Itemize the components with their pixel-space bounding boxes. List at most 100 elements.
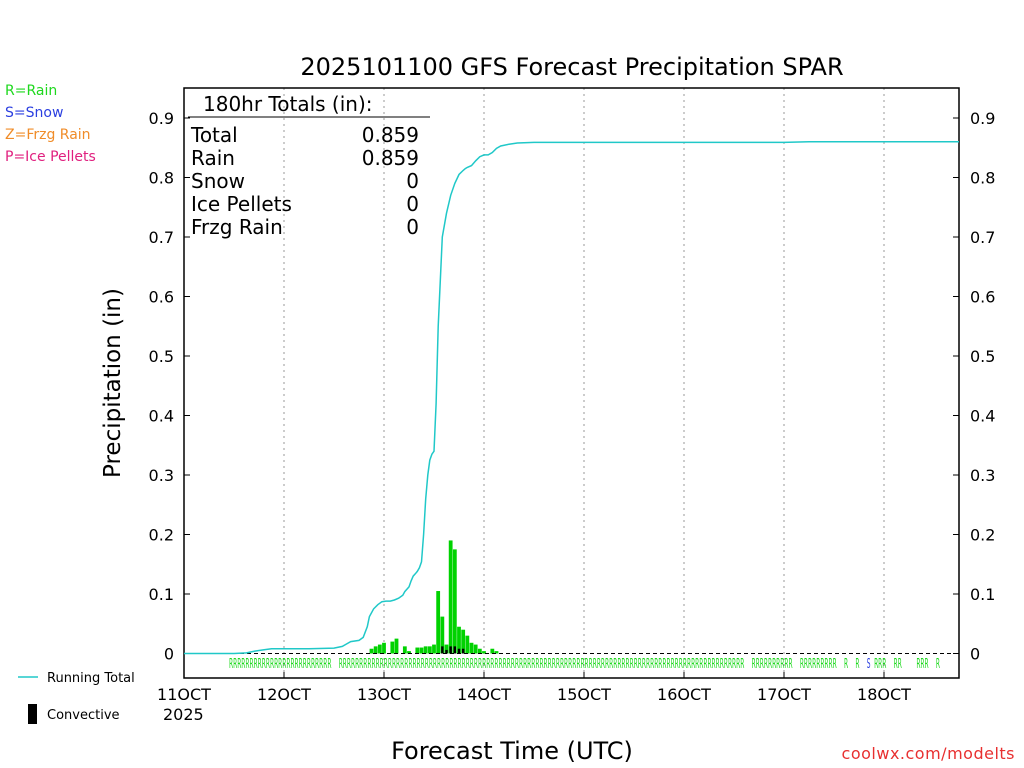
precip-bar — [465, 635, 470, 654]
totals-row-value: 0 — [406, 192, 419, 216]
x-axis-title: Forecast Time (UTC) — [391, 737, 633, 765]
convective-bar — [445, 649, 448, 654]
precip-bars — [369, 540, 499, 654]
vertical-gridlines — [283, 88, 885, 678]
precip-bar — [427, 646, 432, 654]
precip-type-segment: R — [844, 657, 848, 672]
totals-row-value: 0 — [406, 169, 419, 193]
y-tick-label-right: 0.9 — [970, 109, 995, 128]
totals-row-label: Snow — [191, 169, 245, 193]
chart-title: 2025101100 GFS Forecast Precipitation SP… — [300, 53, 843, 81]
x-axis: 11OCT 12OCT 13OCT 14OCT 15OCT 16OCT 17OCT 18OCT — [157, 672, 911, 704]
precip-bar — [477, 648, 482, 654]
y-tick-label-left: 0.3 — [149, 466, 174, 485]
y-tick-label-right: 0.6 — [970, 288, 995, 307]
x-tick-label: 18OCT — [857, 685, 911, 704]
running-total-line — [184, 141, 959, 655]
precip-type-segment: RRR — [874, 657, 886, 672]
precip-bar — [382, 642, 386, 654]
y-axis: 0 00.1 0.10.2 0.20.3 0.30.4 0.40.5 0.50.6 0.60.… — [149, 109, 996, 664]
precip-bar — [373, 646, 378, 654]
precip-type-segment: S — [867, 657, 871, 672]
y-tick-label-right: 0.4 — [970, 407, 995, 426]
precip-bar — [390, 641, 395, 654]
y-tick-label-left: 0.1 — [149, 585, 174, 604]
x-tick-label: 14OCT — [457, 685, 511, 704]
x-tick-label: 17OCT — [757, 685, 811, 704]
credit-label: coolwx.com/modelts — [841, 744, 1015, 763]
year-label: 2025 — [163, 705, 204, 724]
y-tick-label-left: 0.2 — [149, 526, 174, 545]
precip-bar — [423, 646, 428, 654]
running-total-legend: Running Total — [18, 671, 135, 686]
totals-row-label: Rain — [191, 146, 235, 170]
totals-row-label: Ice Pellets — [191, 192, 292, 216]
x-tick-label: 16OCT — [657, 685, 711, 704]
precip-type-legend-item: R=Rain — [5, 83, 58, 99]
precip-type-segment: RRRRRRRRR — [800, 657, 837, 672]
precip-bar — [457, 626, 461, 654]
y-tick-label-right: 0.7 — [970, 228, 995, 247]
plot-frame — [183, 87, 960, 679]
y-tick-label-left: 0.9 — [149, 109, 174, 128]
precip-bar — [448, 540, 453, 654]
y-tick-label-left: 0 — [164, 645, 174, 664]
precip-bar — [469, 642, 474, 654]
y-tick-label-right: 0.1 — [970, 585, 995, 604]
x-tick-label: 12OCT — [257, 685, 311, 704]
precip-type-segment: RR — [894, 657, 902, 672]
precip-bar — [494, 651, 499, 654]
precip-type-row: RRRRRRRRRRRRRRRRRRRRRRRRRRRRRRRRRRRRRRRR… — [229, 657, 940, 672]
convective-bar — [461, 648, 465, 654]
precip-type-legend-item: Z=Frzg Rain — [5, 127, 91, 143]
x-tick-label: 15OCT — [557, 685, 611, 704]
y-tick-label-left: 0.8 — [149, 169, 174, 188]
running-total-label: Running Total — [47, 671, 135, 686]
precip-type-legend-item: P=Ice Pellets — [5, 149, 96, 165]
y-tick-label-right: 0.5 — [970, 347, 995, 366]
precip-bar — [369, 648, 374, 654]
totals-row-value: 0.859 — [362, 146, 419, 170]
y-axis-title: Precipitation (in) — [100, 288, 126, 478]
precip-bar — [452, 549, 457, 654]
precip-bar — [444, 644, 449, 654]
convective-bar — [449, 646, 452, 654]
totals-box: 180hr Totals (in): Total 0.859 Rain 0.859 Sn… — [188, 92, 430, 239]
precip-type-segment: RRRRRRRRRR — [752, 657, 793, 672]
precip-bar — [432, 644, 436, 654]
precip-bar — [436, 591, 441, 654]
y-tick-label-left: 0.7 — [149, 228, 174, 247]
precip-bar — [415, 647, 420, 654]
convective-bars — [441, 646, 465, 654]
y-tick-label-right: 0.8 — [970, 169, 995, 188]
y-tick-label-left: 0.5 — [149, 347, 174, 366]
precip-bar — [402, 646, 407, 654]
y-tick-label-right: 0.3 — [970, 466, 995, 485]
totals-header: 180hr Totals (in): — [203, 92, 373, 116]
precip-type-segment: RRR — [916, 657, 928, 672]
x-tick-label: 13OCT — [357, 685, 411, 704]
totals-row-label: Frzg Rain — [191, 215, 283, 239]
precip-type-legend: R=Rain S=Snow Z=Frzg Rain P=Ice Pellets — [5, 80, 96, 168]
y-tick-label-left: 0.6 — [149, 288, 174, 307]
convective-swatch — [28, 704, 37, 724]
totals-row-value: 0.859 — [362, 123, 419, 147]
convective-bar — [453, 646, 457, 654]
precip-bar — [490, 648, 495, 654]
y-tick-label-right: 0 — [970, 645, 980, 664]
precip-bar — [419, 647, 424, 654]
convective-label: Convective — [47, 708, 120, 723]
convective-bar — [457, 648, 461, 654]
precip-bar — [394, 638, 399, 654]
precip-bar — [461, 629, 466, 654]
precip-type-legend-item: S=Snow — [5, 105, 64, 121]
totals-row-value: 0 — [406, 215, 419, 239]
precip-type-segment: RRRRRRRRRRRRRRRRRRRRRRRRR — [229, 657, 331, 672]
precip-bar — [377, 644, 382, 654]
totals-row-label: Total — [190, 123, 238, 147]
x-tick-label: 11OCT — [157, 685, 211, 704]
y-tick-label-right: 0.2 — [970, 526, 995, 545]
y-tick-label-left: 0.4 — [149, 407, 174, 426]
precip-type-segment: R — [855, 657, 859, 672]
precip-bar — [482, 651, 486, 654]
